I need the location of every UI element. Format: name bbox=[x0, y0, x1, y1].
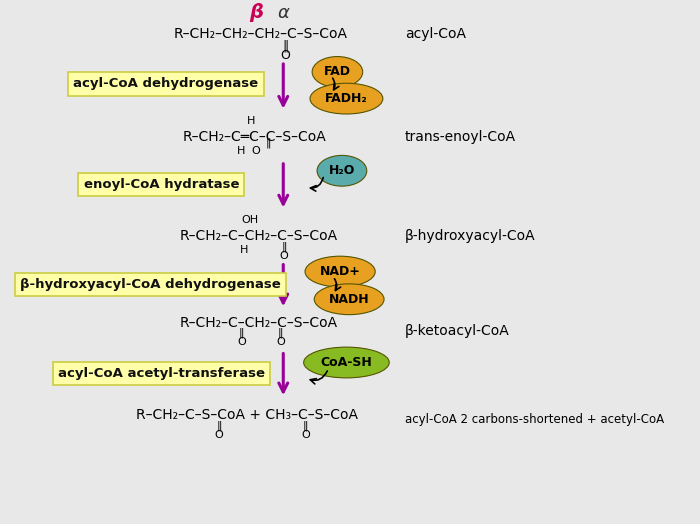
Text: acyl-CoA acetyl-transferase: acyl-CoA acetyl-transferase bbox=[58, 367, 265, 380]
Text: ‖: ‖ bbox=[281, 242, 287, 252]
Text: OH: OH bbox=[241, 215, 258, 225]
Text: R–CH₂–C–CH₂–C–S–CoA: R–CH₂–C–CH₂–C–S–CoA bbox=[180, 229, 338, 243]
Text: β: β bbox=[249, 3, 263, 22]
Text: O: O bbox=[276, 337, 285, 347]
Text: ‖: ‖ bbox=[216, 420, 222, 431]
Text: R–CH₂–C–S–CoA + CH₃–C–S–CoA: R–CH₂–C–S–CoA + CH₃–C–S–CoA bbox=[136, 408, 358, 422]
Text: trans-enoyl-CoA: trans-enoyl-CoA bbox=[405, 130, 516, 144]
Text: H₂O: H₂O bbox=[329, 164, 355, 177]
Text: acyl-CoA dehydrogenase: acyl-CoA dehydrogenase bbox=[74, 78, 258, 90]
Text: R–CH₂–CH₂–CH₂–C–S–CoA: R–CH₂–CH₂–CH₂–C–S–CoA bbox=[174, 27, 348, 41]
Text: NAD+: NAD+ bbox=[320, 265, 360, 278]
Text: β-hydroxyacyl-CoA: β-hydroxyacyl-CoA bbox=[405, 229, 536, 243]
Text: NADH: NADH bbox=[329, 293, 370, 305]
Text: α: α bbox=[277, 4, 289, 21]
Text: O: O bbox=[302, 430, 310, 440]
Text: β-ketoacyl-CoA: β-ketoacyl-CoA bbox=[405, 324, 510, 338]
Text: FAD: FAD bbox=[324, 66, 351, 79]
Text: H: H bbox=[240, 245, 248, 255]
Text: β-hydroxyacyl-CoA dehydrogenase: β-hydroxyacyl-CoA dehydrogenase bbox=[20, 278, 281, 291]
Text: R–CH₂–C–CH₂–C–S–CoA: R–CH₂–C–CH₂–C–S–CoA bbox=[180, 316, 338, 330]
Text: ‖: ‖ bbox=[278, 328, 284, 338]
Text: enoyl-CoA hydratase: enoyl-CoA hydratase bbox=[84, 178, 239, 191]
Text: O: O bbox=[215, 430, 223, 440]
Text: ‖: ‖ bbox=[239, 328, 244, 338]
Text: CoA-SH: CoA-SH bbox=[321, 356, 372, 369]
Text: ‖: ‖ bbox=[265, 138, 271, 148]
Text: O: O bbox=[237, 337, 246, 347]
Text: acyl-CoA 2 carbons-shortened + acetyl-CoA: acyl-CoA 2 carbons-shortened + acetyl-Co… bbox=[405, 413, 664, 427]
Text: R–CH₂–C═C–C–S–CoA: R–CH₂–C═C–C–S–CoA bbox=[183, 130, 326, 144]
Text: O: O bbox=[280, 251, 288, 261]
Text: O: O bbox=[252, 146, 260, 156]
Text: H: H bbox=[246, 116, 255, 126]
Text: ‖: ‖ bbox=[303, 420, 309, 431]
Text: acyl-CoA: acyl-CoA bbox=[405, 27, 466, 41]
Text: O: O bbox=[280, 49, 290, 62]
Text: H: H bbox=[237, 146, 245, 156]
Text: ‖: ‖ bbox=[282, 40, 288, 53]
Text: FADH₂: FADH₂ bbox=[325, 92, 368, 105]
